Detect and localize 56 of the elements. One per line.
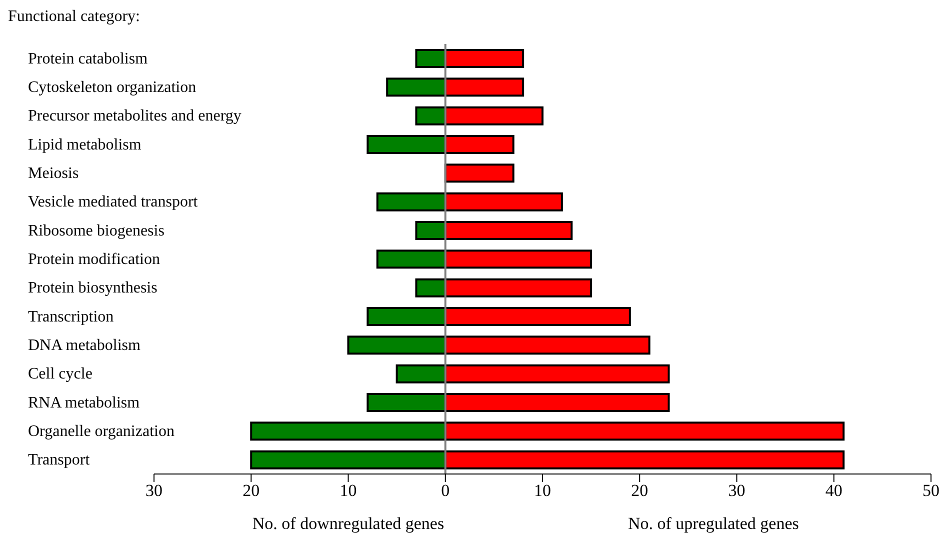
bar bbox=[376, 192, 446, 212]
y-tick-label: Lipid metabolism bbox=[28, 136, 142, 154]
y-tick-label: Transcription bbox=[28, 308, 114, 326]
bar bbox=[444, 364, 670, 384]
bar bbox=[444, 336, 650, 355]
bar bbox=[415, 106, 446, 126]
bar bbox=[366, 135, 446, 154]
x-tick-label: 30 bbox=[728, 481, 746, 500]
x-tick-label: 10 bbox=[340, 481, 357, 500]
bar bbox=[250, 422, 446, 441]
y-tick-label: Cell cycle bbox=[28, 366, 92, 383]
bar bbox=[386, 78, 446, 97]
x-tick-label: 40 bbox=[825, 481, 842, 500]
bar bbox=[415, 221, 446, 240]
text: No. of downregulated genes bbox=[251, 514, 446, 534]
bar bbox=[444, 164, 514, 183]
bar bbox=[415, 49, 446, 68]
x-tick-label: 30 bbox=[146, 481, 162, 500]
bar bbox=[366, 393, 446, 412]
x-tick-label: 50 bbox=[922, 481, 940, 500]
bar bbox=[444, 307, 631, 326]
bar bbox=[444, 192, 563, 212]
y-tick-label: Ribosome biogenesis bbox=[28, 222, 164, 240]
y-tick-label: Organelle organization bbox=[28, 423, 174, 440]
bar bbox=[444, 49, 524, 68]
y-tick-label: Protein modification bbox=[28, 251, 160, 268]
bar bbox=[444, 221, 573, 240]
bar bbox=[444, 422, 845, 441]
y-tick-label: Protein catabolism bbox=[28, 50, 148, 68]
bar bbox=[444, 393, 670, 412]
bar bbox=[250, 450, 446, 470]
bar bbox=[347, 336, 446, 355]
bar bbox=[376, 250, 446, 269]
y-tick-label: RNA metabolism bbox=[28, 394, 140, 412]
bar bbox=[444, 450, 845, 470]
bar bbox=[444, 278, 592, 298]
x-tick-label: 20 bbox=[631, 481, 648, 500]
x-tick-label: 10 bbox=[534, 481, 551, 500]
text: No. of upregulated genes bbox=[626, 514, 800, 534]
x-tick-label: 0 bbox=[441, 481, 450, 500]
bar bbox=[444, 135, 514, 154]
bar bbox=[366, 307, 446, 326]
bar bbox=[396, 364, 446, 384]
chart-title: Functional category: bbox=[8, 8, 140, 26]
y-tick-label: Transport bbox=[28, 452, 90, 469]
x-tick-label: 20 bbox=[242, 481, 260, 500]
bar bbox=[415, 278, 446, 298]
y-tick-label: Cytoskeleton organization bbox=[28, 79, 196, 96]
y-tick-label: Meiosis bbox=[28, 165, 79, 182]
bar bbox=[444, 250, 592, 269]
bar bbox=[444, 78, 524, 97]
y-tick-label: Protein biosynthesis bbox=[28, 280, 158, 297]
y-tick-label: DNA metabolism bbox=[28, 337, 141, 354]
y-tick-label: Precursor metabolites and energy bbox=[28, 108, 242, 125]
y-tick-label: Vesicle mediated transport bbox=[28, 194, 198, 211]
bar bbox=[444, 106, 544, 126]
